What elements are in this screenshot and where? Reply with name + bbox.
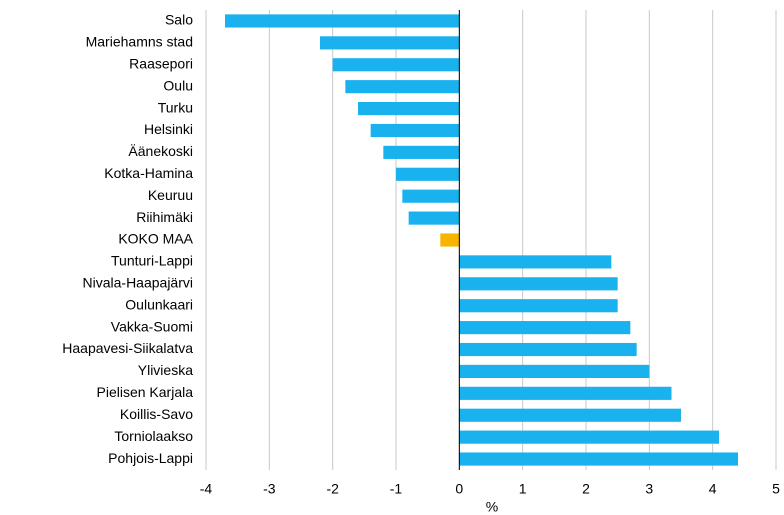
x-tick-label: 3 xyxy=(645,481,653,497)
y-tick-label: Nivala-Haapajärvi xyxy=(83,275,194,291)
y-tick-label: Äänekoski xyxy=(128,143,193,159)
x-tick-label: 0 xyxy=(455,481,463,497)
bar xyxy=(396,167,460,181)
y-tick-label: Kotka-Hamina xyxy=(104,165,193,181)
x-axis-label: % xyxy=(486,499,498,515)
y-tick-label: Oulu xyxy=(163,77,193,93)
y-tick-label: Vakka-Suomi xyxy=(111,318,193,334)
y-tick-label: Torniolaakso xyxy=(114,428,193,444)
x-tick-label: 4 xyxy=(709,481,717,497)
bar xyxy=(459,408,681,422)
x-tick-label: -3 xyxy=(263,481,276,497)
y-tick-label: Salo xyxy=(165,12,193,28)
bar xyxy=(459,430,719,444)
bar xyxy=(402,189,460,203)
y-tick-label: Pielisen Karjala xyxy=(97,384,194,400)
y-tick-label: KOKO MAA xyxy=(118,231,193,247)
bar xyxy=(332,58,460,72)
x-tick-label: 5 xyxy=(772,481,780,497)
bar xyxy=(320,36,460,50)
bar xyxy=(358,102,460,116)
bar xyxy=(459,342,637,357)
y-tick-label: Ylivieska xyxy=(138,362,193,378)
bar xyxy=(225,14,460,28)
bar xyxy=(459,255,612,269)
x-tick-label: -4 xyxy=(200,481,213,497)
bar xyxy=(459,452,738,466)
bar xyxy=(459,364,650,378)
bar xyxy=(408,211,460,225)
bar xyxy=(459,277,618,291)
x-tick-label: 1 xyxy=(519,481,527,497)
y-tick-label: Koillis-Savo xyxy=(120,406,193,422)
x-tick-label: -1 xyxy=(390,481,403,497)
bar xyxy=(370,123,460,138)
y-tick-label: Haapavesi-Siikalatva xyxy=(62,340,193,356)
bar xyxy=(383,145,460,159)
y-tick-label: Turku xyxy=(158,99,193,115)
bar xyxy=(345,80,460,94)
bar xyxy=(459,299,618,313)
y-tick-label: Riihimäki xyxy=(136,209,193,225)
y-tick-label: Helsinki xyxy=(144,121,193,137)
y-tick-label: Keuruu xyxy=(148,187,193,203)
y-tick-label: Raasepori xyxy=(129,55,193,71)
x-tick-label: 2 xyxy=(582,481,590,497)
bar xyxy=(459,321,631,335)
bar xyxy=(459,386,672,400)
y-tick-label: Mariehamns stad xyxy=(86,34,193,50)
y-tick-label: Oulunkaari xyxy=(125,296,193,312)
y-tick-label: Tunturi-Lappi xyxy=(111,253,193,269)
bar xyxy=(440,233,460,247)
y-tick-label: Pohjois-Lappi xyxy=(108,450,193,466)
x-tick-label: -2 xyxy=(326,481,339,497)
